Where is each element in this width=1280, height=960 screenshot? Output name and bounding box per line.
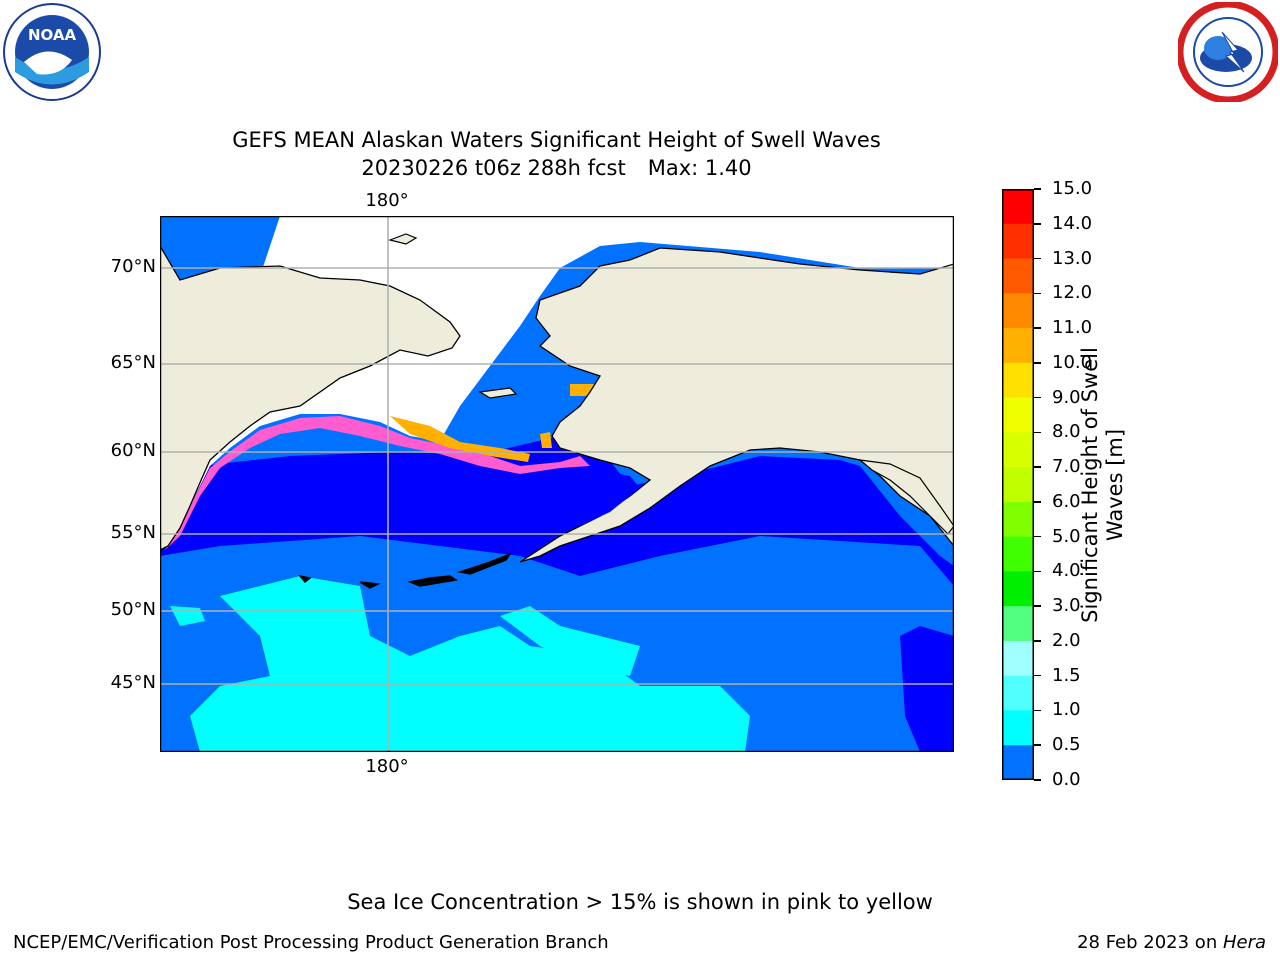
lat-label-70: 70°N <box>110 256 156 277</box>
footer-machine: Hera <box>1222 932 1266 953</box>
colorbar-tick-label: 0.5 <box>1052 734 1081 756</box>
colorbar-tick-label: 11.0 <box>1052 317 1093 339</box>
colorbar-tick-mark <box>1034 640 1041 642</box>
colorbar-tick-label: 5.0 <box>1052 525 1081 547</box>
colorbar-swatch <box>1002 571 1034 607</box>
noaa-logo-text: NOAA <box>28 26 77 44</box>
colorbar-swatch <box>1002 223 1034 260</box>
colorbar-label-line1: Significant Height of Swell <box>1078 347 1102 623</box>
colorbar-tick-label: 0.0 <box>1052 769 1081 790</box>
footer-date-text: 28 Feb 2023 on <box>1077 932 1223 953</box>
lat-label-45: 45°N <box>110 672 156 693</box>
bristol-bay-swell <box>554 468 640 526</box>
colorbar-swatch <box>1002 606 1034 642</box>
colorbar-tick-mark <box>1034 570 1041 573</box>
chart-title: GEFS MEAN Alaskan Waters Significant Hei… <box>232 128 881 152</box>
map-panel <box>160 216 954 752</box>
forecast-run: 20230226 t06z 288h fcst <box>361 156 626 180</box>
colorbar-swatches <box>1002 189 1034 780</box>
land-chukotka <box>160 244 461 551</box>
colorbar-tick-label: 10.0 <box>1052 351 1093 373</box>
colorbar-tick-label: 1.0 <box>1052 699 1081 721</box>
nws-logo-icon <box>1176 0 1280 104</box>
colorbar-tick-mark <box>1034 674 1041 677</box>
colorbar-swatch <box>1002 293 1034 329</box>
colorbar-tick-mark <box>1034 709 1041 712</box>
colorbar-swatch <box>1002 640 1034 677</box>
colorbar-tick-label: 13.0 <box>1052 247 1093 269</box>
colorbar-tick-mark <box>1034 605 1041 607</box>
colorbar-tick-label: 6.0 <box>1052 490 1081 512</box>
colorbar-tick-mark <box>1034 188 1041 190</box>
colorbar-tick-label: 14.0 <box>1052 212 1093 234</box>
colorbar-swatch <box>1002 501 1034 538</box>
colorbar-tick-mark <box>1034 223 1041 225</box>
ocean-swell-1-1.5 <box>190 576 750 752</box>
colorbar-tick-label: 8.0 <box>1052 421 1081 443</box>
nws-logo <box>1176 0 1280 104</box>
colorbar-tick-mark <box>1034 501 1041 503</box>
colorbar-swatch <box>1002 258 1034 294</box>
lat-label-65: 65°N <box>110 352 156 373</box>
colorbar-tick-mark <box>1034 744 1041 746</box>
colorbar-tick-mark <box>1034 779 1041 781</box>
graticule <box>160 216 954 752</box>
colorbar-tick-label: 2.0 <box>1052 629 1081 651</box>
noaa-logo-icon: NOAA <box>3 3 101 101</box>
colorbar-swatch <box>1002 362 1034 399</box>
colorbar-frame <box>1002 189 1034 780</box>
colorbar-swatch <box>1002 467 1034 503</box>
colorbar-swatch <box>1002 397 1034 433</box>
chart-subtitle: 20230226 t06z 288h fcst Max: 1.40 <box>0 155 1113 181</box>
footer-branch: NCEP/EMC/Verification Post Processing Pr… <box>13 932 609 953</box>
colorbar-tick-label: 7.0 <box>1052 456 1081 478</box>
colorbar-tick-label: 12.0 <box>1052 282 1093 304</box>
colorbar-tick-mark <box>1034 292 1041 295</box>
colorbar-tick-mark <box>1034 535 1041 538</box>
lat-label-50: 50°N <box>110 599 156 620</box>
island-wrangel <box>387 233 418 245</box>
colorbar-tick-mark <box>1034 431 1041 434</box>
colorbar-swatch <box>1002 710 1034 746</box>
colorbar-swatch <box>1002 328 1034 364</box>
footer-date: 28 Feb 2023 on Hera <box>1077 932 1266 953</box>
swell-map <box>160 216 954 752</box>
aleutian-islands <box>298 552 512 589</box>
ocean-swell-0-0.5 <box>160 436 954 586</box>
colorbar-tick-label: 3.0 <box>1052 595 1081 617</box>
colorbar-tick-mark <box>1034 327 1041 329</box>
colorbar-swatch <box>1002 536 1034 572</box>
land-alaska <box>519 247 954 563</box>
max-value: Max: 1.40 <box>647 156 752 180</box>
island-st-lawrence <box>478 387 518 399</box>
colorbar-tick-label: 4.0 <box>1052 560 1081 582</box>
colorbar-tick-label: 15.0 <box>1052 178 1093 199</box>
lat-label-60: 60°N <box>110 440 156 461</box>
colorbar-tick-label: 9.0 <box>1052 386 1081 408</box>
colorbar-swatch <box>1002 745 1034 780</box>
ocean-swell-0-0.5-southeast <box>900 626 954 752</box>
lat-label-55: 55°N <box>110 522 156 543</box>
colorbar-tick-mark <box>1034 362 1041 364</box>
colorbar-tick-label: 1.5 <box>1052 664 1081 686</box>
map-frame <box>160 216 954 752</box>
colorbar-tick-mark <box>1034 396 1041 399</box>
lon-label-bottom: 180° <box>365 756 409 777</box>
colorbar <box>1002 189 1034 780</box>
colorbar-tick-mark <box>1034 466 1041 468</box>
colorbar-label-line2: Waves [m] <box>1103 428 1127 542</box>
colorbar-tick-mark <box>1034 257 1041 260</box>
noaa-logo: NOAA <box>2 2 102 102</box>
colorbar-swatch <box>1002 432 1034 468</box>
ocean-swell-1-1.5-b <box>500 606 640 676</box>
sea-ice-edge-orange <box>390 416 530 462</box>
colorbar-swatch <box>1002 189 1034 225</box>
colorbar-swatch <box>1002 675 1034 711</box>
lon-label-top: 180° <box>365 190 409 211</box>
sea-ice-patch-orange-b <box>540 432 552 448</box>
sea-ice-note: Sea Ice Concentration > 15% is shown in … <box>347 890 933 914</box>
